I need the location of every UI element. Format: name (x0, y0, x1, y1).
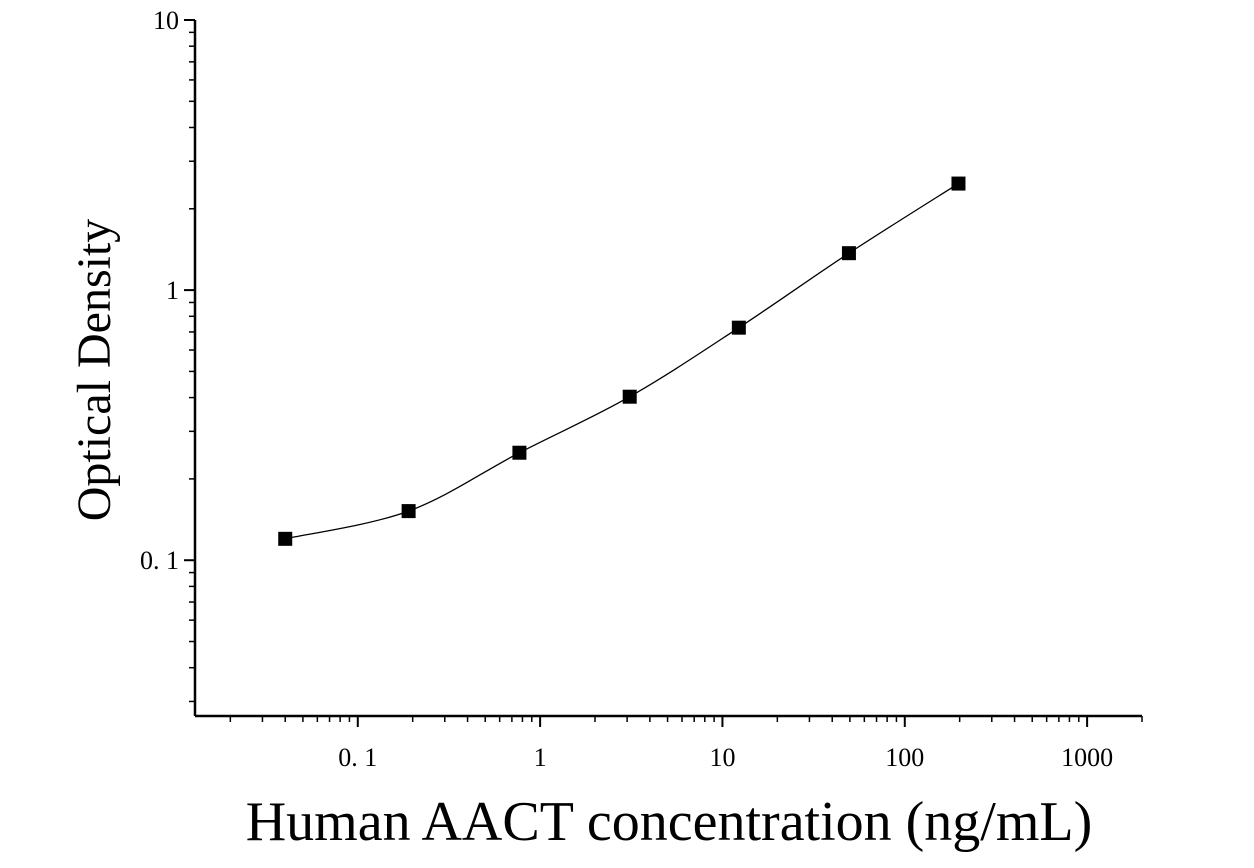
x-tick-label: 10 (709, 743, 735, 772)
data-point (622, 389, 637, 404)
x-major-ticks (356, 716, 1089, 727)
x-axis-title: Human AACT concentration (ng/mL) (246, 791, 1093, 853)
y-tick-label: 10 (153, 6, 179, 35)
y-tick-labels: 0. 1 1 10 (140, 6, 179, 575)
data-point (841, 246, 856, 261)
x-tick-label: 100 (885, 743, 924, 772)
x-tick-label: 1000 (1061, 743, 1113, 772)
y-tick-label: 0. 1 (140, 546, 179, 575)
x-tick-label: 1 (534, 743, 547, 772)
y-major-ticks (184, 19, 195, 562)
data-point (951, 176, 966, 191)
x-tick-labels: 0. 1 1 10 100 1000 (338, 743, 1113, 772)
data-point (731, 320, 746, 335)
x-tick-label: 0. 1 (338, 743, 377, 772)
y-axis-title: Optical Density (68, 219, 121, 522)
data-points (278, 176, 966, 546)
data-point (401, 504, 416, 519)
fit-curve (285, 183, 959, 540)
data-point (512, 445, 527, 460)
data-point (278, 531, 293, 546)
y-tick-label: 1 (166, 276, 179, 305)
